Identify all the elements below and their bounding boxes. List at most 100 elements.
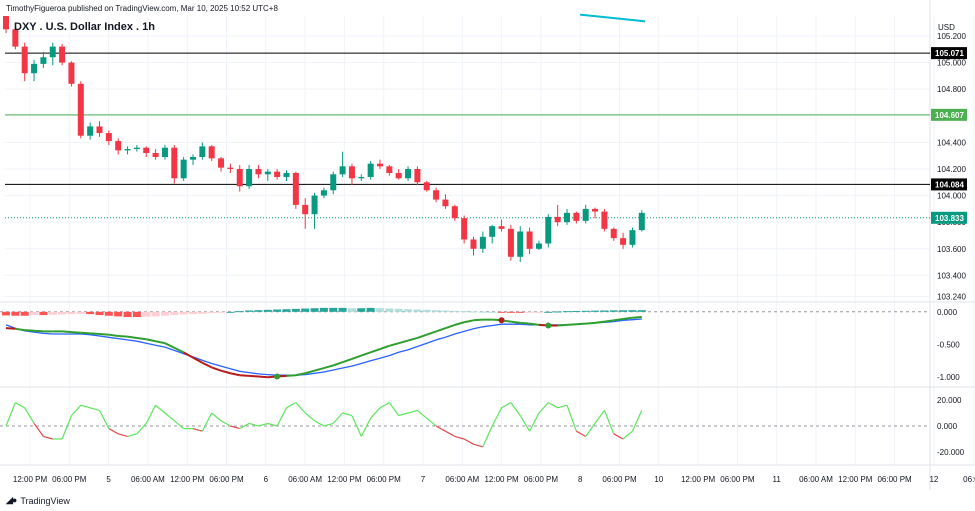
candle-body <box>339 166 346 175</box>
macd-segment <box>258 375 268 379</box>
candle <box>339 151 346 177</box>
oscillator-segment <box>211 412 222 422</box>
time-tick-label: 12:00 PM <box>681 475 716 484</box>
candle-body <box>133 147 140 150</box>
candle-body <box>152 153 159 158</box>
oscillator-segment <box>276 407 288 427</box>
histogram-bar <box>291 308 300 312</box>
candle <box>283 170 290 181</box>
macd-segment <box>529 322 540 326</box>
oscillator-segment <box>435 425 446 432</box>
candle <box>451 204 458 221</box>
candle-body <box>292 172 299 205</box>
histogram-bar <box>460 311 469 313</box>
oscillator-segment <box>463 438 474 445</box>
histogram-bar <box>329 307 338 312</box>
candle-body <box>87 126 94 136</box>
candle <box>620 232 627 249</box>
oscillator-segment <box>164 412 175 422</box>
candle <box>236 164 243 192</box>
candle <box>87 122 94 140</box>
macd-segment <box>473 318 483 322</box>
macd-segment <box>557 323 568 327</box>
histogram-bar <box>441 310 450 312</box>
candle-body <box>377 163 383 167</box>
histogram-bar <box>609 310 618 312</box>
macd-segment <box>239 374 250 377</box>
candle <box>264 168 271 181</box>
candle <box>124 146 131 155</box>
candle <box>320 187 327 199</box>
macd-segment <box>426 330 437 336</box>
macd-segment <box>604 319 614 323</box>
price-axis[interactable]: 105.200105.000104.800104.600104.400104.2… <box>931 32 967 457</box>
time-tick-label: 12:00 PM <box>838 475 873 484</box>
histogram-bar <box>619 310 628 312</box>
candle-body <box>180 159 187 179</box>
grid <box>5 16 974 465</box>
time-tick-label: 12:00 PM <box>170 475 205 484</box>
candle-body <box>330 174 337 191</box>
histogram-bar <box>179 311 188 315</box>
price-tick-label: 105.200 <box>937 32 966 41</box>
candle <box>405 166 412 181</box>
oscillator-segment <box>351 415 362 437</box>
oscillator-segment <box>388 402 400 416</box>
candle-body <box>302 204 309 215</box>
currency-label: USD <box>938 23 955 32</box>
oscillator-segment <box>230 425 240 430</box>
time-tick-label: 7 <box>421 475 426 484</box>
macd-segment <box>585 321 596 325</box>
macd-segment <box>211 366 222 372</box>
macd-segment <box>164 342 175 349</box>
candle <box>274 168 281 180</box>
oscillator-segment <box>482 425 493 448</box>
time-tick-label: 06:00 AM <box>445 475 479 484</box>
candle <box>442 194 449 209</box>
candle <box>12 25 19 50</box>
macd-segment <box>286 374 296 377</box>
histogram-bar <box>488 311 497 313</box>
oscillator-segment <box>136 422 147 435</box>
histogram <box>2 307 646 318</box>
candle <box>302 198 309 229</box>
candle-body <box>461 218 468 240</box>
chart-canvas[interactable]: 105.200105.000104.800104.600104.400104.2… <box>0 0 975 490</box>
candle <box>190 154 196 165</box>
macd-segment <box>201 361 213 369</box>
macd-segment <box>249 374 259 378</box>
candle-body <box>3 16 9 30</box>
pane-separators <box>0 0 975 490</box>
candle <box>21 42 28 82</box>
oscillator-segment <box>454 435 465 440</box>
histogram-bar <box>170 311 179 316</box>
histogram-bar <box>207 311 216 314</box>
candle-body <box>274 171 281 177</box>
oscillator-tick-label: -20.000 <box>937 448 965 457</box>
histogram-bar <box>600 310 609 312</box>
candle <box>330 171 337 195</box>
candle-body <box>320 190 327 196</box>
candle <box>507 224 514 261</box>
time-axis[interactable]: 12:00 PM 06:00 PM 5 06:00 AM 12:00 PM 06:00 P… <box>13 475 975 484</box>
histogram-bar <box>301 308 310 312</box>
time-tick-label: 06:00 PM <box>367 475 402 484</box>
oscillator-segment <box>491 407 503 427</box>
candle <box>554 204 561 227</box>
histogram-bar <box>2 311 10 316</box>
macd-segment <box>342 357 353 364</box>
candle-body <box>610 228 617 239</box>
macd-segment <box>445 323 456 330</box>
price-line-label-bg <box>931 47 967 60</box>
time-tick-label: 12:00 PM <box>327 475 362 484</box>
histogram-bar <box>39 311 48 316</box>
candle <box>292 171 299 209</box>
candle <box>348 163 355 185</box>
oscillator-segment <box>295 402 306 414</box>
oscillator-segment <box>445 430 456 437</box>
candle <box>470 236 477 256</box>
histogram-bar <box>385 308 394 312</box>
histogram-bar <box>30 311 39 316</box>
histogram-bar <box>132 311 141 318</box>
candle-body <box>395 172 402 179</box>
